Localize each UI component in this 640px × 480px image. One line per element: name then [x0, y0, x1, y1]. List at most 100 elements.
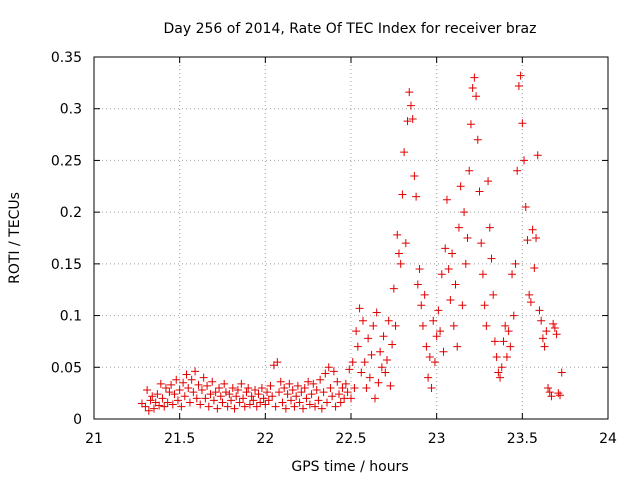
data-point	[305, 400, 314, 409]
data-point	[502, 352, 511, 361]
data-point	[556, 391, 565, 400]
data-point	[408, 115, 417, 124]
data-point	[422, 342, 431, 351]
data-point	[227, 396, 236, 405]
data-point	[240, 402, 249, 411]
data-point	[194, 380, 203, 389]
x-tick-labels: 21 21.5 22 22.5 23 23.5 24	[85, 431, 617, 447]
x-tick-label: 24	[599, 431, 617, 447]
data-point	[477, 239, 486, 248]
data-point	[398, 190, 407, 199]
data-point	[341, 379, 350, 388]
data-point	[293, 381, 302, 390]
data-point	[209, 396, 218, 405]
data-point	[338, 383, 347, 392]
data-point	[331, 402, 340, 411]
data-point	[513, 166, 522, 175]
data-point	[530, 263, 539, 272]
data-point	[525, 290, 534, 299]
data-point	[144, 406, 153, 415]
data-point	[285, 379, 294, 388]
data-point	[283, 390, 292, 399]
data-point	[415, 265, 424, 274]
y-tick-label: 0	[73, 412, 82, 428]
data-point	[406, 101, 415, 110]
data-point	[247, 392, 256, 401]
data-point	[187, 375, 196, 384]
data-point	[220, 379, 229, 388]
data-point	[466, 120, 475, 129]
y-tick-label: 0.2	[60, 205, 82, 221]
data-point	[523, 236, 532, 245]
data-point	[487, 254, 496, 263]
data-point	[170, 390, 179, 399]
data-point	[321, 369, 330, 378]
x-tick-label: 21	[85, 431, 103, 447]
data-point	[340, 394, 349, 403]
data-point	[441, 244, 450, 253]
data-point	[353, 342, 362, 351]
data-point	[470, 73, 479, 82]
data-point	[400, 148, 409, 157]
data-point	[348, 358, 357, 367]
data-point	[161, 383, 170, 392]
data-point	[358, 316, 367, 325]
data-point	[254, 390, 263, 399]
data-point	[221, 388, 230, 397]
data-point	[511, 259, 520, 268]
data-point	[518, 119, 527, 128]
data-point	[449, 321, 458, 330]
data-point	[410, 171, 419, 180]
data-point	[336, 398, 345, 407]
data-point	[225, 390, 234, 399]
data-point	[314, 396, 323, 405]
data-point	[261, 400, 270, 409]
data-point	[233, 386, 242, 395]
data-point	[326, 383, 335, 392]
data-point	[542, 327, 551, 336]
data-point	[461, 259, 470, 268]
data-point	[317, 404, 326, 413]
data-point	[494, 368, 503, 377]
data-point	[182, 370, 191, 379]
data-point	[425, 352, 434, 361]
data-point	[264, 396, 273, 405]
data-point	[554, 389, 563, 398]
data-point	[394, 249, 403, 258]
data-point	[484, 177, 493, 186]
data-point	[552, 330, 561, 339]
data-point	[475, 187, 484, 196]
data-point	[456, 182, 465, 191]
data-point	[242, 388, 251, 397]
data-point	[324, 363, 333, 372]
data-point	[439, 347, 448, 356]
data-point	[429, 316, 438, 325]
data-point	[516, 71, 525, 80]
data-point	[370, 394, 379, 403]
data-point	[266, 381, 275, 390]
axis-ticks	[93, 56, 609, 420]
data-point	[521, 202, 530, 211]
data-point	[218, 398, 227, 407]
chart-title: Day 256 of 2014, Rate Of TEC Index for r…	[164, 21, 537, 37]
data-point	[386, 381, 395, 390]
data-point	[288, 386, 297, 395]
data-point	[401, 239, 410, 248]
data-point	[172, 375, 181, 384]
data-point	[249, 396, 258, 405]
data-point	[379, 332, 388, 341]
data-point	[396, 259, 405, 268]
data-point	[506, 342, 515, 351]
data-point	[384, 316, 393, 325]
x-tick-label: 21.5	[164, 431, 195, 447]
y-tick-labels: 0 0.05 0.1 0.15 0.2 0.25 0.3 0.35	[51, 50, 82, 428]
data-point	[335, 390, 344, 399]
data-point	[550, 323, 559, 332]
data-point	[239, 394, 248, 403]
data-point	[514, 81, 523, 90]
data-point	[290, 402, 299, 411]
data-point	[189, 388, 198, 397]
data-point	[167, 380, 176, 389]
data-point	[526, 298, 535, 307]
data-point	[448, 249, 457, 258]
